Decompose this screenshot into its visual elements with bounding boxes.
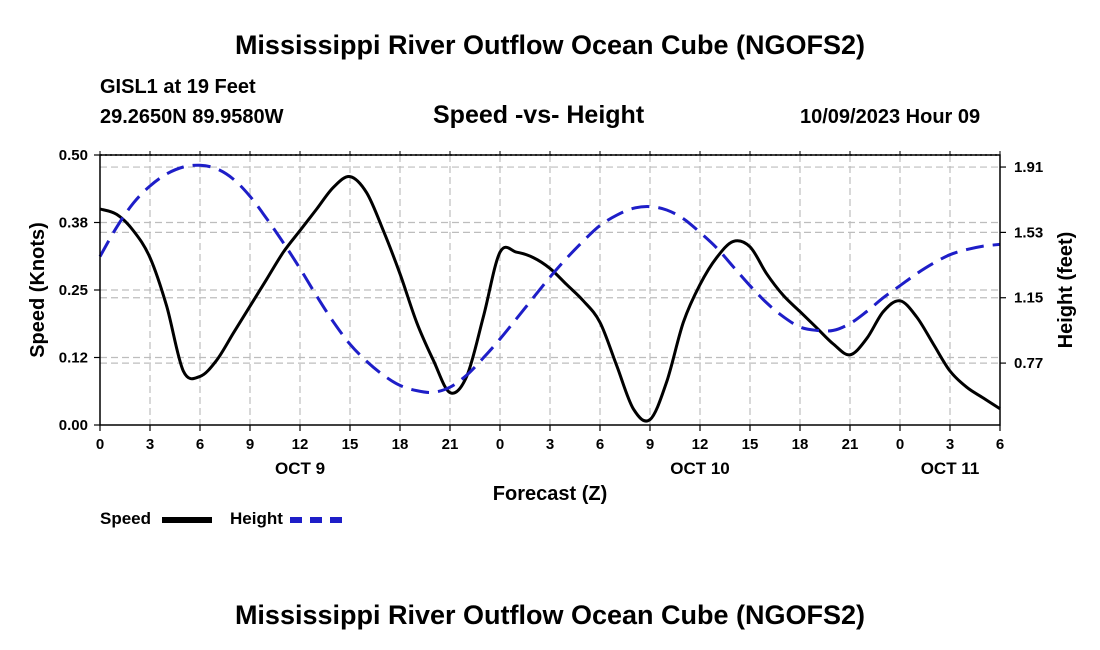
x-tick-label: 15 [342, 436, 359, 453]
axes: 0 3 6 9 12 15 18 21 0 3 6 9 12 15 18 21 0 3 6 0.00 0.12 0.25 0… [59, 147, 1043, 478]
chart-main-title: Mississippi River Outflow Ocean Cube (NG… [234, 30, 866, 60]
x-tick-label: 0 [496, 436, 504, 453]
x-tick-label: 9 [646, 436, 654, 453]
y-tick-label: 0.38 [59, 215, 88, 232]
chart-main-title-repeat: Mississippi River Outflow Ocean Cube (NG… [234, 600, 866, 630]
x-tick-label: 15 [742, 436, 759, 453]
x-tick-label: 0 [896, 436, 904, 453]
legend-speed-label: Speed [100, 509, 152, 528]
y2-tick-label: 1.15 [1014, 290, 1043, 307]
y-tick-label: 0.00 [59, 417, 88, 434]
legend-speed-swatch [162, 517, 212, 523]
x-tick-label: 3 [146, 436, 154, 453]
x-tick-label: 12 [292, 436, 309, 453]
x-tick-label: 18 [792, 436, 809, 453]
x-tick-label: 3 [946, 436, 954, 453]
x-tick-label: 12 [692, 436, 709, 453]
grid-lines [100, 155, 1000, 425]
y-tick-label: 0.12 [59, 350, 88, 367]
height-line [98, 163, 1001, 394]
x-tick-label: 18 [392, 436, 409, 453]
y-tick-label: 0.50 [59, 147, 88, 164]
station-name: GISL1 at 19 Feet [100, 76, 256, 98]
x-tick-label: 6 [196, 436, 204, 453]
x-tick-label: 0 [96, 436, 104, 453]
y2-tick-label: 1.91 [1014, 159, 1043, 176]
y2-axis-label: Height (feet) [1055, 232, 1077, 349]
y2-tick-label: 1.53 [1014, 224, 1043, 241]
x-tick-label: 21 [842, 436, 859, 453]
x-tick-label: 6 [996, 436, 1004, 453]
x-tick-label: 21 [442, 436, 459, 453]
date-label: OCT 9 [275, 459, 325, 478]
date-label: OCT 11 [921, 459, 980, 478]
x-tick-label: 9 [246, 436, 254, 453]
y-tick-label: 0.25 [59, 282, 88, 299]
x-tick-label: 6 [596, 436, 604, 453]
speed-line [99, 175, 1001, 423]
y-axis-label: Speed (Knots) [27, 222, 49, 358]
station-coordinates: 29.2650N 89.9580W [100, 106, 284, 128]
speed-height-chart: 0 3 6 9 12 15 18 21 0 3 6 9 12 15 18 21 0 3 6 0.00 0.12 0.25 0… [27, 147, 1077, 505]
legend-height-label: Height [230, 509, 283, 528]
speed-series [99, 175, 1001, 423]
x-axis-label: Forecast (Z) [493, 483, 607, 505]
date-label: OCT 10 [670, 459, 730, 478]
y2-tick-label: 0.77 [1014, 355, 1043, 372]
x-tick-label: 3 [546, 436, 554, 453]
height-series [98, 163, 1001, 394]
legend-height-swatch [290, 517, 342, 523]
chart-subtitle: Speed -vs- Height [433, 101, 645, 129]
forecast-datetime: 10/09/2023 Hour 09 [800, 106, 981, 128]
